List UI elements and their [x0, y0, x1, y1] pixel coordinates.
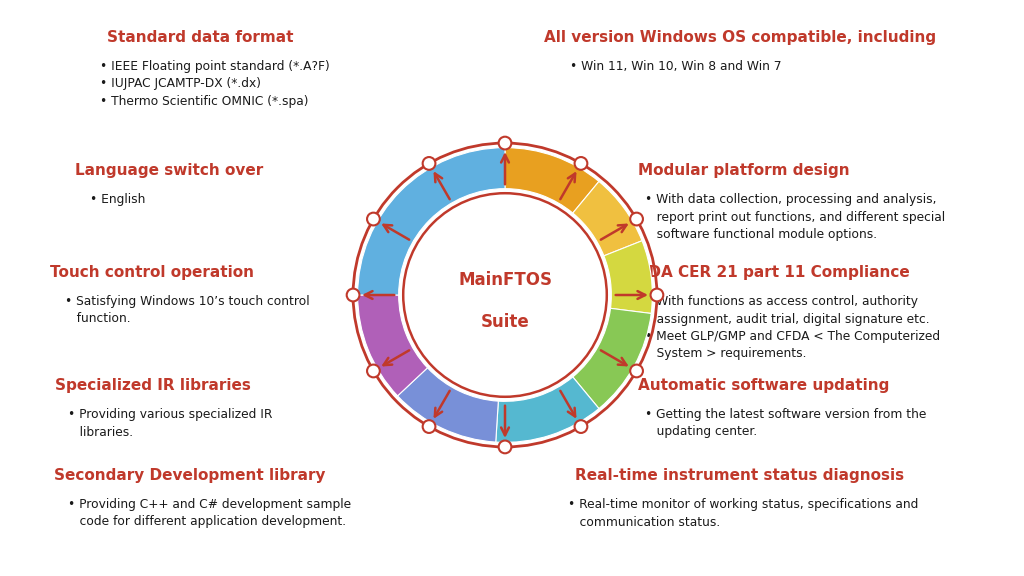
Circle shape — [423, 157, 435, 170]
Circle shape — [499, 137, 511, 149]
Text: • Satisfying Windows 10’s touch control
   function.: • Satisfying Windows 10’s touch control … — [65, 295, 309, 325]
Wedge shape — [604, 241, 652, 313]
Wedge shape — [572, 181, 642, 256]
Circle shape — [367, 213, 380, 225]
Circle shape — [403, 193, 607, 397]
Circle shape — [367, 365, 380, 377]
Wedge shape — [505, 147, 599, 213]
Circle shape — [650, 289, 664, 301]
Text: Touch control operation: Touch control operation — [50, 265, 254, 280]
Text: Modular platform design: Modular platform design — [638, 163, 850, 178]
Text: Suite: Suite — [480, 313, 529, 331]
Text: FDA CER 21 part 11 Compliance: FDA CER 21 part 11 Compliance — [638, 265, 909, 280]
Text: Secondary Development library: Secondary Development library — [54, 468, 326, 483]
Circle shape — [630, 213, 643, 225]
Text: • English: • English — [90, 193, 145, 206]
Wedge shape — [397, 368, 499, 442]
Circle shape — [630, 365, 643, 377]
Text: Standard data format: Standard data format — [106, 30, 293, 45]
Text: • With functions as access control, authority
   assignment, audit trial, digita: • With functions as access control, auth… — [645, 295, 940, 361]
Wedge shape — [496, 377, 599, 442]
Wedge shape — [357, 147, 505, 295]
Text: MainFTOS: MainFTOS — [458, 271, 552, 289]
Circle shape — [423, 420, 435, 433]
Text: • Providing C++ and C# development sample
   code for different application deve: • Providing C++ and C# development sampl… — [68, 498, 351, 529]
Circle shape — [574, 157, 588, 170]
Circle shape — [499, 441, 511, 453]
Text: • Real-time monitor of working status, specifications and
   communication statu: • Real-time monitor of working status, s… — [568, 498, 919, 529]
Text: Real-time instrument status diagnosis: Real-time instrument status diagnosis — [575, 468, 904, 483]
Text: Automatic software updating: Automatic software updating — [638, 378, 890, 393]
Wedge shape — [572, 308, 651, 408]
Wedge shape — [357, 295, 427, 396]
Text: • IEEE Floating point standard (*.A?F)
• IUJPAC JCAMTP-DX (*.dx)
• Thermo Scient: • IEEE Floating point standard (*.A?F) •… — [100, 60, 330, 108]
Text: • Providing various specialized IR
   libraries.: • Providing various specialized IR libra… — [68, 408, 272, 438]
Text: • With data collection, processing and analysis,
   report print out functions, : • With data collection, processing and a… — [645, 193, 945, 241]
Circle shape — [574, 420, 588, 433]
Text: • Getting the latest software version from the
   updating center.: • Getting the latest software version fr… — [645, 408, 927, 438]
Text: • Win 11, Win 10, Win 8 and Win 7: • Win 11, Win 10, Win 8 and Win 7 — [570, 60, 781, 73]
Text: All version Windows OS compatible, including: All version Windows OS compatible, inclu… — [544, 30, 936, 45]
Text: Specialized IR libraries: Specialized IR libraries — [55, 378, 251, 393]
Text: Language switch over: Language switch over — [75, 163, 263, 178]
Circle shape — [347, 289, 359, 301]
